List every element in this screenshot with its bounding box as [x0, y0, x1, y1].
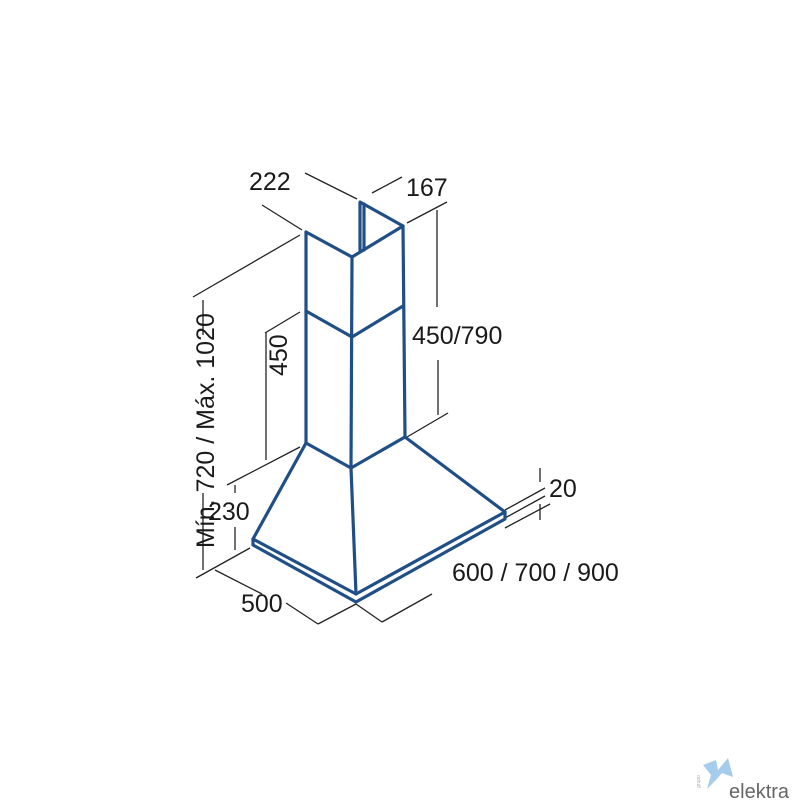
label-hood-depth: 500 — [241, 590, 283, 618]
logo-prefix: grupo — [696, 775, 702, 788]
label-chimney-width: 222 — [249, 168, 291, 196]
dimension-lines — [192, 172, 551, 625]
logo-text: elektra — [729, 781, 790, 800]
label-upper-chimney-height: 450/790 — [412, 322, 502, 350]
label-hood-height: 230 — [208, 498, 250, 526]
hood-outline — [251, 200, 507, 604]
label-total-height: Mín. 720 / Máx. 1020 — [192, 313, 220, 548]
label-lower-chimney-height: 450 — [265, 334, 293, 376]
elektra-logo: grupo elektra — [696, 758, 790, 800]
label-chimney-depth: 167 — [406, 174, 448, 202]
label-hood-width: 600 / 700 / 900 — [452, 559, 619, 587]
label-lip-height: 20 — [549, 475, 577, 503]
